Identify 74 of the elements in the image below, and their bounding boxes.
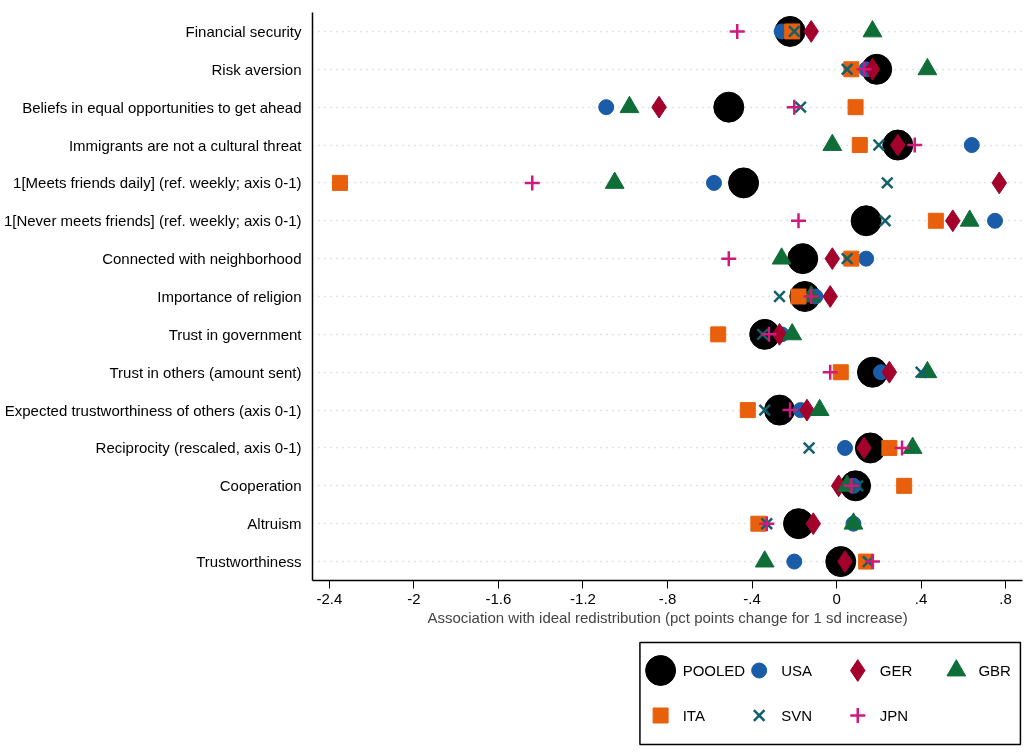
point bbox=[523, 174, 542, 192]
point bbox=[991, 171, 1008, 195]
point bbox=[896, 477, 913, 494]
y-tick-label: Financial security bbox=[185, 22, 302, 40]
point bbox=[881, 360, 898, 384]
point bbox=[705, 174, 722, 191]
point bbox=[598, 99, 615, 116]
legend-label: GER bbox=[879, 662, 913, 679]
x-tick-label: -2 bbox=[407, 589, 421, 607]
x-tick-label: -1.6 bbox=[485, 589, 512, 607]
y-tick-label: Trustworthiness bbox=[196, 553, 302, 571]
point bbox=[728, 167, 760, 199]
y-tick-label: 1[Meets friends daily] (ref. weekly; axis 0-1) bbox=[13, 174, 302, 192]
point bbox=[963, 137, 980, 154]
point bbox=[713, 91, 745, 123]
y-tick-label: Risk aversion bbox=[211, 60, 302, 78]
point bbox=[858, 250, 875, 267]
y-tick-label: Trust in government bbox=[168, 325, 303, 343]
x-tick-label: .4 bbox=[914, 589, 928, 607]
point bbox=[824, 247, 841, 271]
x-tick-label: -2.4 bbox=[316, 589, 343, 607]
x-tick-label: .8 bbox=[999, 589, 1012, 607]
point bbox=[786, 553, 803, 570]
x-tick-label: -.8 bbox=[658, 589, 677, 607]
y-tick-label: Connected with neighborhood bbox=[102, 250, 302, 268]
point bbox=[758, 403, 772, 417]
point bbox=[728, 22, 746, 41]
y-tick-label: Trust in others (amount sent) bbox=[109, 363, 302, 381]
point bbox=[772, 289, 787, 304]
point bbox=[821, 363, 839, 381]
x-tick-label: -1.2 bbox=[570, 589, 596, 607]
point bbox=[832, 364, 849, 381]
legend-label: GBR bbox=[978, 662, 1012, 679]
y-tick-label: Cooperation bbox=[219, 477, 302, 495]
point bbox=[785, 98, 804, 116]
point bbox=[781, 401, 799, 419]
point bbox=[720, 249, 738, 268]
x-axis-title: Association with ideal redistribution (pct points change for 1 sd increase) bbox=[427, 608, 908, 626]
point bbox=[893, 439, 911, 457]
y-tick-label: Reciprocity (rescaled, axis 0-1) bbox=[95, 439, 302, 457]
legend-label: POOLED bbox=[682, 662, 746, 679]
point bbox=[927, 212, 944, 229]
point bbox=[905, 136, 924, 154]
point bbox=[840, 252, 854, 266]
point bbox=[850, 205, 882, 237]
point bbox=[805, 512, 822, 536]
point bbox=[880, 176, 894, 190]
point bbox=[851, 137, 868, 154]
point bbox=[878, 214, 892, 228]
y-tick-label: Altruism bbox=[247, 515, 302, 533]
point bbox=[802, 441, 816, 455]
point bbox=[872, 138, 886, 152]
y-tick-label: 1[Never meets friends] (ref. weekly; axis 0-1) bbox=[3, 212, 302, 230]
point bbox=[847, 99, 864, 116]
point bbox=[789, 212, 808, 230]
y-tick-label: Beliefs in equal opportunities to get ahead bbox=[22, 98, 302, 116]
point bbox=[710, 326, 727, 343]
point bbox=[840, 62, 854, 76]
point bbox=[863, 552, 882, 571]
y-tick-label: Immigrants are not a cultural threat bbox=[68, 136, 303, 154]
point bbox=[331, 174, 348, 191]
legend-label: JPN bbox=[879, 707, 909, 724]
y-tick-label: Expected trustworthiness of others (axis 0-1) bbox=[4, 401, 302, 419]
point bbox=[987, 212, 1004, 229]
x-tick-label: 0 bbox=[832, 589, 841, 607]
legend-label: ITA bbox=[682, 707, 705, 724]
y-tick-label: Importance of religion bbox=[157, 288, 302, 305]
legend-label: SVN bbox=[781, 707, 813, 724]
legend-label: USA bbox=[781, 662, 813, 679]
x-tick-label: -.4 bbox=[743, 589, 761, 607]
point bbox=[837, 439, 853, 456]
point bbox=[739, 402, 756, 419]
point bbox=[787, 243, 819, 275]
point bbox=[881, 439, 898, 456]
